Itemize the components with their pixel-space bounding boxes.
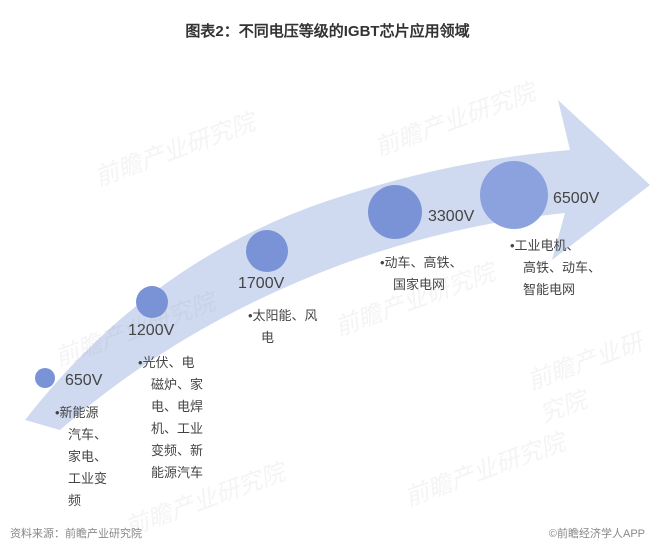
node-circle-3 bbox=[368, 185, 422, 239]
node-desc-0: •新能源 汽车、 家电、 工业变 频 bbox=[55, 402, 135, 512]
node-circle-0 bbox=[35, 368, 55, 388]
voltage-label-2: 1700V bbox=[238, 275, 284, 293]
node-circle-1 bbox=[136, 286, 168, 318]
node-circle-2 bbox=[246, 230, 288, 272]
node-desc-3: •动车、高铁、 国家电网 bbox=[380, 252, 500, 296]
node-circle-4 bbox=[480, 161, 548, 229]
voltage-label-4: 6500V bbox=[553, 190, 599, 208]
voltage-label-0: 650V bbox=[65, 372, 102, 390]
voltage-label-3: 3300V bbox=[428, 208, 474, 226]
voltage-label-1: 1200V bbox=[128, 322, 174, 340]
node-desc-4: •工业电机、 高铁、动车、 智能电网 bbox=[510, 235, 640, 301]
node-desc-2: •太阳能、风 电 bbox=[248, 305, 358, 349]
node-desc-1: •光伏、电 磁炉、家 电、电焊 机、工业 变频、新 能源汽车 bbox=[138, 352, 238, 485]
